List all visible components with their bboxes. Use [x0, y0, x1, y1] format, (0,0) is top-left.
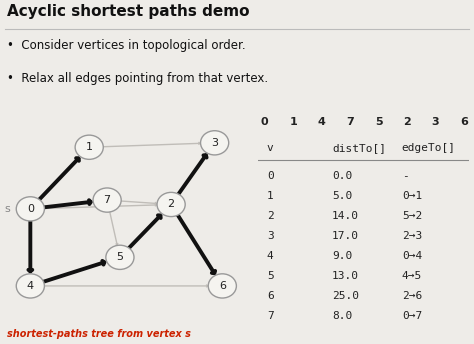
Circle shape — [106, 245, 134, 269]
Text: 5: 5 — [267, 271, 273, 281]
Text: 8.0: 8.0 — [332, 311, 352, 322]
Text: •  Consider vertices in topological order.: • Consider vertices in topological order… — [7, 39, 246, 52]
Text: 1: 1 — [267, 191, 273, 201]
Text: s: s — [4, 204, 10, 214]
Circle shape — [16, 274, 45, 298]
Text: 1: 1 — [289, 117, 297, 127]
Text: edgeTo[]: edgeTo[] — [402, 143, 456, 153]
Text: 0→7: 0→7 — [402, 311, 422, 322]
Text: •  Relax all edges pointing from that vertex.: • Relax all edges pointing from that ver… — [7, 72, 268, 85]
Text: 7: 7 — [267, 311, 273, 322]
Text: 6: 6 — [460, 117, 468, 127]
Text: 7: 7 — [346, 117, 354, 127]
Text: shortest-paths tree from vertex s: shortest-paths tree from vertex s — [7, 329, 191, 338]
Text: 2→3: 2→3 — [402, 231, 422, 241]
Text: 7: 7 — [103, 195, 111, 205]
Text: 17.0: 17.0 — [332, 231, 359, 241]
Text: Acyclic shortest paths demo: Acyclic shortest paths demo — [7, 4, 250, 19]
Text: 13.0: 13.0 — [332, 271, 359, 281]
Circle shape — [157, 192, 185, 217]
Text: -: - — [402, 171, 409, 181]
Text: 9.0: 9.0 — [332, 251, 352, 261]
Text: 6: 6 — [267, 291, 273, 301]
Text: 0: 0 — [267, 171, 273, 181]
Text: 2: 2 — [167, 200, 175, 209]
Text: 4: 4 — [27, 281, 34, 291]
Text: 0: 0 — [261, 117, 268, 127]
Circle shape — [75, 135, 103, 159]
Text: 5: 5 — [375, 117, 383, 127]
Text: 0.0: 0.0 — [332, 171, 352, 181]
Text: 2: 2 — [267, 211, 273, 221]
Text: 3: 3 — [211, 138, 218, 148]
Text: 3: 3 — [432, 117, 439, 127]
Text: 5: 5 — [117, 252, 123, 262]
Text: 5.0: 5.0 — [332, 191, 352, 201]
Text: 14.0: 14.0 — [332, 211, 359, 221]
Circle shape — [16, 197, 45, 221]
Circle shape — [201, 131, 228, 155]
Text: 25.0: 25.0 — [332, 291, 359, 301]
Text: 0→1: 0→1 — [402, 191, 422, 201]
Text: distTo[]: distTo[] — [332, 143, 386, 153]
Text: 3: 3 — [267, 231, 273, 241]
Text: 5→2: 5→2 — [402, 211, 422, 221]
Text: 0: 0 — [27, 204, 34, 214]
Text: 2→6: 2→6 — [402, 291, 422, 301]
Text: 6: 6 — [219, 281, 226, 291]
Text: 2: 2 — [403, 117, 411, 127]
Text: 0→4: 0→4 — [402, 251, 422, 261]
Text: 4: 4 — [318, 117, 326, 127]
Circle shape — [208, 274, 237, 298]
Text: 4: 4 — [267, 251, 273, 261]
Circle shape — [93, 188, 121, 212]
Text: 1: 1 — [86, 142, 93, 152]
Text: 4→5: 4→5 — [402, 271, 422, 281]
Text: v: v — [267, 143, 273, 153]
